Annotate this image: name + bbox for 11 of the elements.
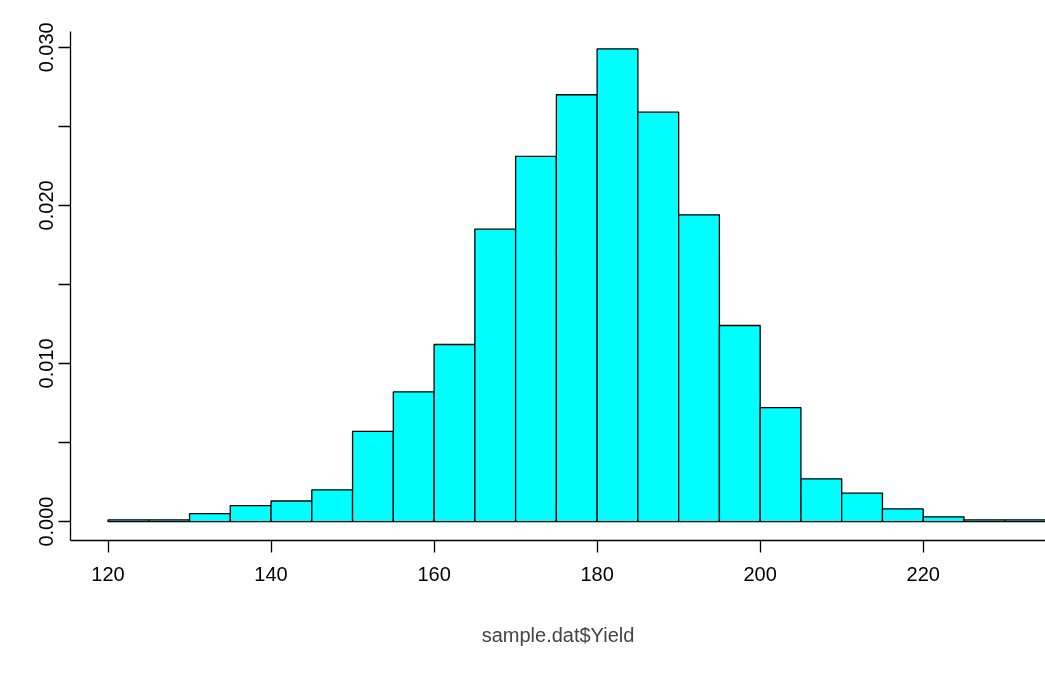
x-tick-label: 140 (254, 562, 288, 585)
y-tick-label: 0.000 (35, 496, 58, 547)
x-tick-label: 220 (906, 562, 940, 585)
x-tick-label: 120 (91, 562, 125, 585)
x-axis-title: sample.dat$Yield (481, 623, 635, 646)
y-tick-label: 0.030 (35, 22, 58, 73)
x-tick-label: 160 (417, 562, 451, 585)
y-tick-label: 0.010 (35, 338, 58, 389)
x-tick-label: 200 (743, 562, 777, 585)
y-tick-label: 0.020 (35, 180, 58, 231)
x-tick-label: 180 (580, 562, 614, 585)
